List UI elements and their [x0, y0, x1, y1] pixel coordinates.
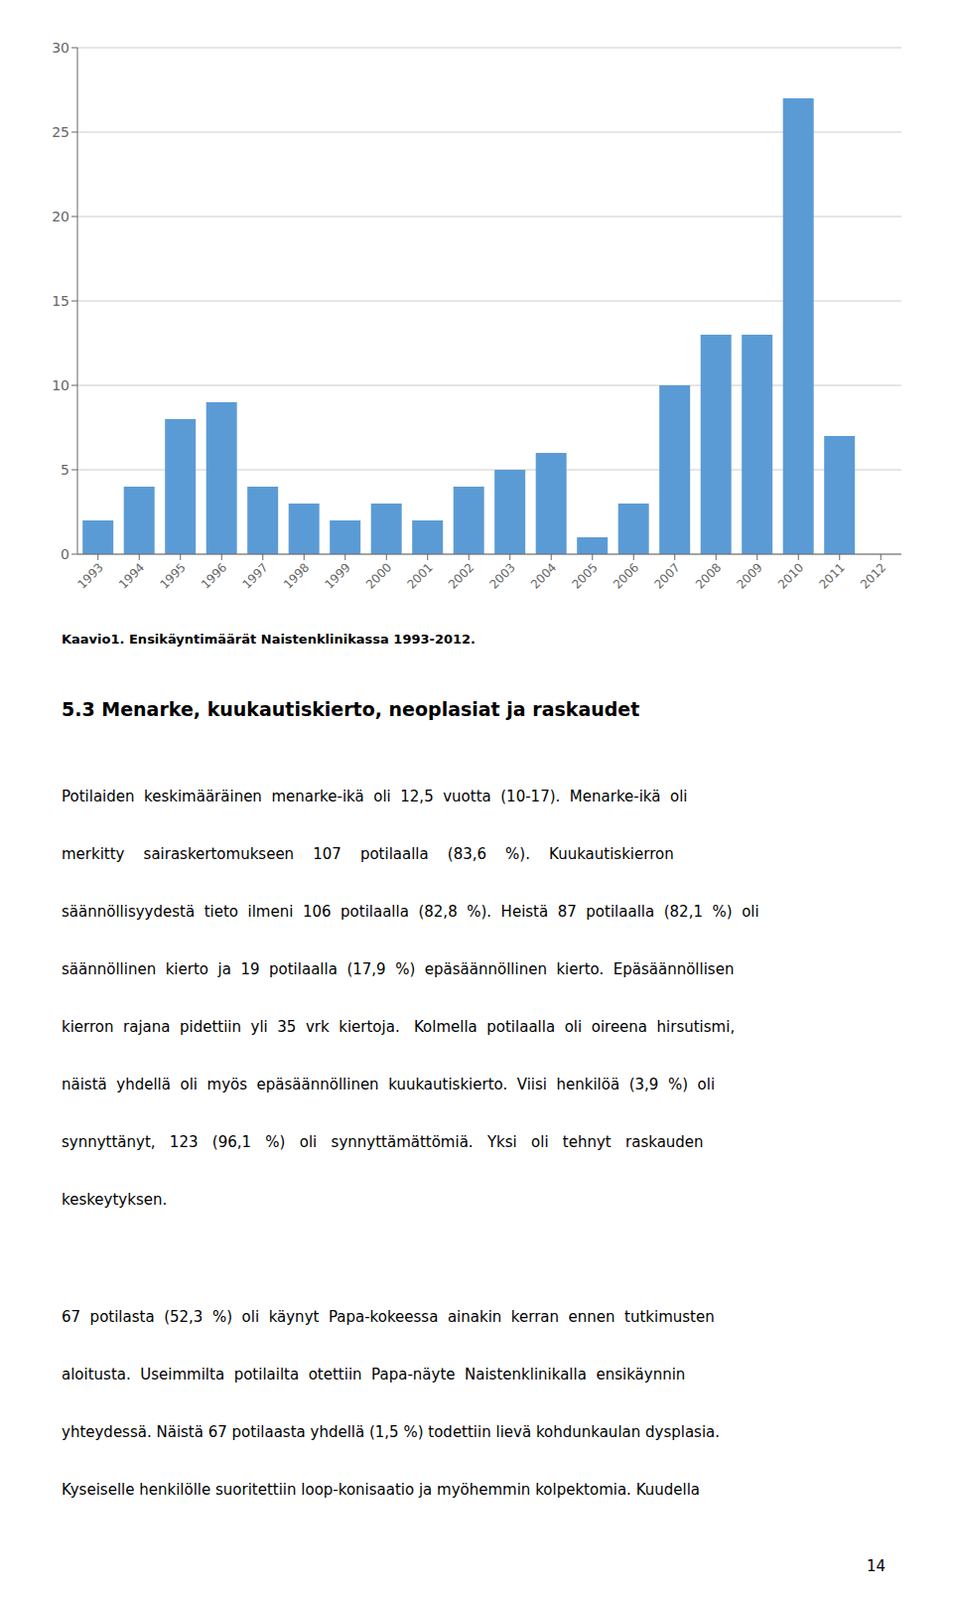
html-text:Potilaiden keskimääräinen mena: Potilaiden keskimääräinen menarke-ikä ol…: [61, 787, 688, 806]
svg-text:1994: 1994: [116, 559, 147, 591]
svg-text:2006: 2006: [610, 559, 642, 591]
svg-text:2007: 2007: [651, 559, 682, 591]
html-text:synnyttänyt, 123 (96,1 %) oli: synnyttänyt, 123 (96,1 %) oli synnyttämä…: [61, 1132, 704, 1151]
svg-text:2009: 2009: [733, 559, 765, 591]
svg-text:20: 20: [51, 208, 70, 225]
svg-text:2010: 2010: [775, 559, 807, 591]
svg-text:30: 30: [51, 39, 70, 56]
svg-text:25: 25: [51, 124, 70, 140]
html-text:Kyseiselle henkilölle suoritet: Kyseiselle henkilölle suoritettiin loop-…: [61, 1480, 700, 1498]
svg-text:2012: 2012: [857, 559, 889, 591]
svg-text:2005: 2005: [568, 559, 600, 591]
svg-text:2002: 2002: [445, 559, 477, 591]
svg-text:1997: 1997: [239, 559, 271, 591]
html-text:näistä yhdellä oli myös epäsää: näistä yhdellä oli myös epäsäännöllinen …: [61, 1075, 715, 1093]
svg-text:1998: 1998: [280, 559, 312, 591]
svg-text:1993: 1993: [74, 559, 106, 591]
svg-text:1996: 1996: [198, 559, 230, 591]
svg-text:2008: 2008: [692, 559, 724, 591]
svg-text:10: 10: [51, 377, 70, 394]
svg-text:2001: 2001: [404, 559, 435, 591]
html-text:67 potilasta (52,3 %) oli käyn: 67 potilasta (52,3 %) oli käynyt Papa-ko…: [61, 1307, 715, 1326]
html-text:keskeytyksen.: keskeytyksen.: [61, 1190, 167, 1209]
svg-text:2011: 2011: [816, 559, 847, 591]
svg-text:5: 5: [60, 461, 70, 478]
html-text:säännöllisyydestä tieto ilmeni: säännöllisyydestä tieto ilmeni 106 potil…: [61, 902, 760, 921]
html-text:merkitty sairaskertomukseen 10: merkitty sairaskertomukseen 107 potilaal…: [61, 844, 674, 863]
svg-text:0: 0: [60, 545, 70, 562]
html-text:aloitusta. Useimmilta potilail: aloitusta. Useimmilta potilailta otettii…: [61, 1364, 686, 1383]
svg-text:1995: 1995: [156, 559, 188, 591]
html-text:14: 14: [866, 1556, 886, 1575]
svg-text:2003: 2003: [486, 559, 518, 591]
html-text:Kaavio1. Ensikäyntimäärät Nais: Kaavio1. Ensikäyntimäärät Naistenklinika…: [61, 631, 476, 647]
svg-text:2000: 2000: [363, 559, 395, 591]
html-text:säännöllinen kierto ja 19 poti: säännöllinen kierto ja 19 potilaalla (17…: [61, 959, 735, 978]
svg-text:2004: 2004: [528, 559, 559, 591]
html-text:yhteydessä. Näistä 67 potilaas: yhteydessä. Näistä 67 potilaasta yhdellä…: [61, 1422, 720, 1441]
html-text:5.3 Menarke, kuukautiskierto,: 5.3 Menarke, kuukautiskierto, neoplasiat…: [61, 697, 640, 720]
svg-text:1999: 1999: [321, 559, 353, 591]
html-text:kierron rajana pidettiin yli 3: kierron rajana pidettiin yli 35 vrk kier…: [61, 1017, 735, 1036]
svg-text:15: 15: [51, 292, 70, 309]
